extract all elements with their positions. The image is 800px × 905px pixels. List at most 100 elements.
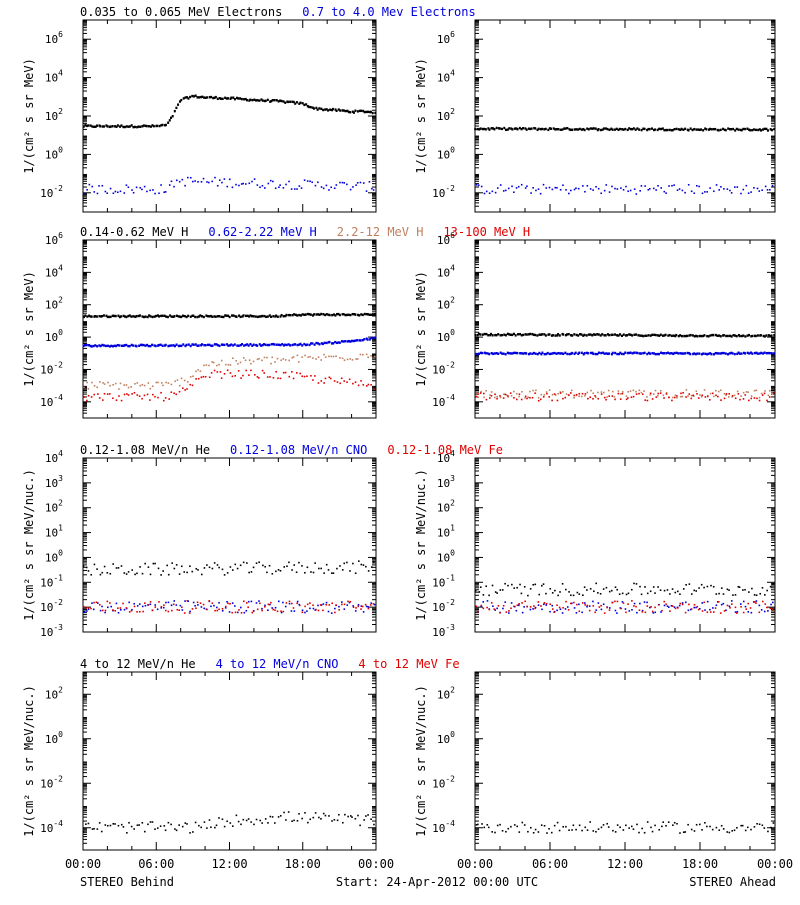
data-point: [232, 314, 235, 317]
data-point: [170, 344, 173, 347]
legend-entry-0-0: 0.035 to 0.065 MeV Electrons: [80, 5, 282, 19]
data-point: [283, 811, 285, 814]
data-point: [214, 315, 217, 318]
data-point: [511, 333, 514, 337]
data-point: [565, 825, 567, 828]
data-point: [694, 352, 697, 356]
data-point: [571, 351, 574, 355]
data-point: [734, 129, 737, 132]
data-point: [201, 95, 204, 98]
data-point: [611, 351, 614, 355]
data-point: [507, 187, 510, 190]
data-point: [621, 391, 624, 393]
data-point: [559, 128, 562, 131]
data-point: [266, 98, 269, 102]
data-point: [348, 601, 351, 604]
data-point: [756, 397, 758, 400]
data-point: [556, 609, 558, 612]
ytick-label: 102: [45, 296, 63, 312]
data-point: [93, 385, 96, 387]
data-point: [209, 314, 212, 318]
data-point: [542, 396, 545, 398]
data-point: [314, 562, 316, 564]
data-point: [585, 334, 588, 337]
data-point: [203, 821, 206, 823]
data-point: [361, 605, 364, 608]
data-point: [213, 343, 216, 346]
data-point: [578, 593, 581, 595]
data-point: [655, 396, 658, 398]
data-point: [632, 389, 635, 392]
data-point: [291, 569, 293, 571]
data-point: [559, 391, 562, 393]
data-point: [628, 610, 631, 612]
data-point: [564, 333, 567, 337]
data-point: [700, 334, 703, 338]
ytick-label-base: 10: [437, 688, 450, 701]
data-point: [248, 359, 251, 361]
data-point: [720, 587, 723, 589]
data-point: [119, 607, 122, 609]
data-point: [355, 184, 357, 186]
data-point: [726, 831, 729, 833]
data-point: [529, 608, 532, 611]
data-point: [554, 589, 556, 592]
data-point: [720, 603, 723, 606]
data-point: [675, 351, 678, 355]
data-point: [753, 397, 756, 399]
data-point: [339, 357, 341, 359]
data-point: [529, 606, 532, 608]
data-point: [479, 392, 482, 394]
data-point: [152, 562, 155, 565]
data-point: [539, 127, 542, 131]
data-point: [679, 593, 681, 596]
data-point: [529, 390, 531, 393]
data-point: [234, 563, 237, 566]
data-point: [529, 826, 532, 829]
data-point: [86, 610, 88, 612]
data-point: [716, 601, 719, 603]
data-point: [558, 606, 561, 609]
data-point: [540, 824, 543, 826]
data-point: [173, 600, 176, 602]
data-point: [484, 128, 487, 131]
data-point: [298, 102, 301, 105]
data-point: [115, 602, 118, 605]
data-point: [197, 377, 200, 380]
data-point: [168, 398, 171, 400]
data-point: [597, 602, 600, 604]
ytick-label: 10-4: [432, 819, 455, 835]
data-point: [216, 97, 219, 101]
data-point: [87, 608, 90, 611]
data-point: [317, 313, 320, 316]
data-point: [354, 572, 357, 575]
data-point: [620, 187, 622, 189]
data-point: [210, 95, 213, 99]
data-point: [96, 124, 99, 127]
data-point: [617, 390, 620, 392]
data-point: [510, 602, 513, 604]
data-point: [560, 352, 563, 355]
data-point: [502, 607, 504, 610]
data-point: [325, 108, 328, 111]
data-point: [628, 351, 631, 355]
ytick-label: 10-3: [40, 623, 63, 639]
data-point: [669, 610, 671, 612]
data-point: [211, 361, 214, 363]
data-point: [218, 96, 221, 100]
data-point: [235, 315, 238, 318]
data-point: [769, 585, 772, 588]
data-point: [578, 127, 581, 131]
data-point: [578, 603, 580, 606]
data-point: [128, 611, 131, 613]
data-point: [767, 351, 770, 355]
data-point: [502, 397, 505, 399]
data-point: [273, 343, 276, 346]
data-point: [641, 611, 644, 613]
data-point: [325, 601, 328, 604]
data-point: [332, 572, 335, 574]
data-point: [499, 611, 501, 614]
data-point: [311, 181, 313, 184]
series-1-1-3: [475, 391, 775, 402]
data-point: [159, 825, 162, 827]
